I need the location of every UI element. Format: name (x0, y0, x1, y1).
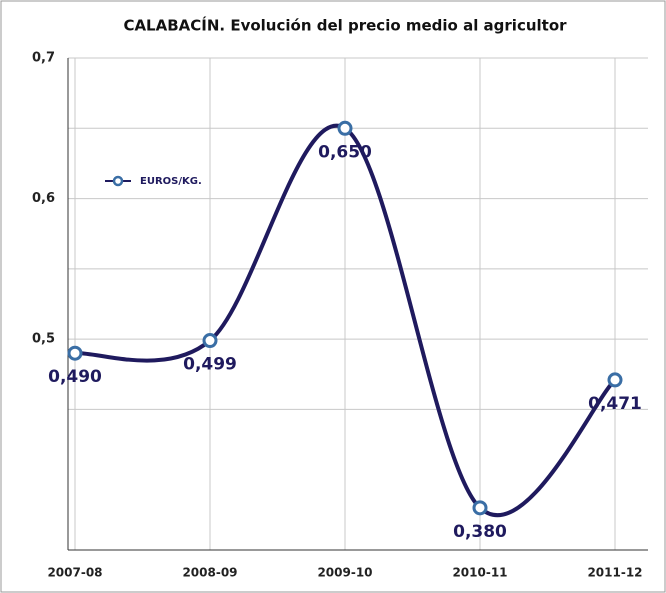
series-line (74, 123, 617, 518)
x-tick-label: 2007-08 (47, 566, 102, 580)
data-label: 0,499 (183, 355, 237, 375)
x-tick-label: 2008-09 (182, 566, 237, 580)
y-tick-label: 0,5 (32, 332, 55, 347)
data-label: 0,490 (48, 367, 102, 387)
x-tick-label: 2009-10 (317, 566, 372, 580)
legend-marker (112, 175, 124, 187)
marker (472, 500, 488, 516)
y-tick-label: 0,7 (32, 51, 55, 66)
x-tick-label: 2010-11 (452, 566, 507, 580)
marker (337, 120, 353, 136)
legend-label: EUROS/KG. (140, 176, 202, 187)
chart-title: CALABACÍN. Evolución del precio medio al… (123, 16, 567, 35)
marker (607, 372, 623, 388)
data-label: 0,650 (318, 142, 372, 162)
data-label: 0,380 (453, 522, 507, 542)
y-tick-label: 0,6 (32, 191, 55, 206)
marker (202, 333, 218, 349)
x-tick-label: 2011-12 (587, 566, 642, 580)
marker (67, 345, 83, 361)
data-label: 0,471 (588, 394, 642, 414)
